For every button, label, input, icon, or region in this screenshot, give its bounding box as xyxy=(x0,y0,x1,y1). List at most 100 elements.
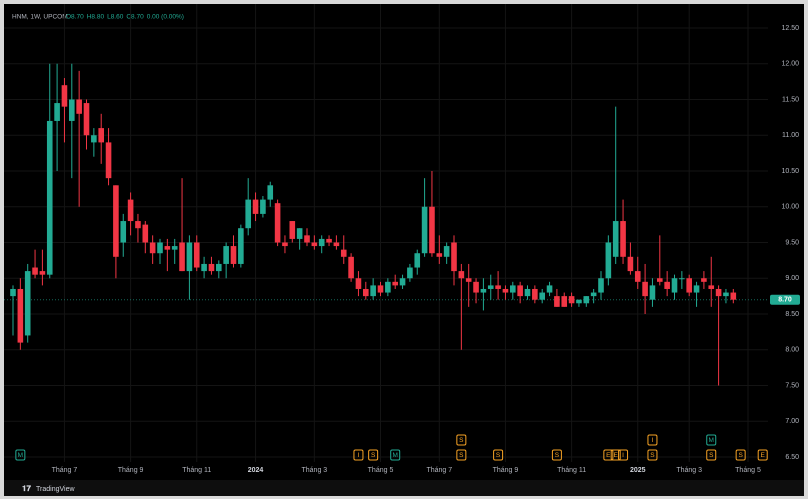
candle-body xyxy=(69,99,75,121)
event-badge xyxy=(368,449,379,461)
candle-body xyxy=(627,256,634,272)
candle-body xyxy=(546,285,553,293)
candle-body xyxy=(649,285,656,300)
candle-body xyxy=(238,228,244,264)
x-tick-label: Tháng 5 xyxy=(368,467,394,474)
candle-body xyxy=(385,281,391,293)
candle-body xyxy=(164,246,171,250)
event-badge xyxy=(647,434,658,446)
candle-body xyxy=(554,296,560,307)
candle-body xyxy=(348,256,354,279)
legend-item: O8.70 xyxy=(66,14,84,21)
event-label: E xyxy=(606,452,611,459)
event-label: S xyxy=(555,452,560,459)
event-label: S xyxy=(496,452,501,459)
x-tick-label: 2024 xyxy=(248,467,264,474)
y-tick-label: 11.50 xyxy=(782,96,799,103)
candle-body xyxy=(179,242,185,272)
candle-body xyxy=(421,206,428,254)
candle-body xyxy=(333,242,340,247)
candle-body xyxy=(113,185,119,257)
x-tick-label: Tháng 3 xyxy=(302,467,328,474)
x-tick-label: Tháng 11 xyxy=(557,467,586,474)
candle-body xyxy=(326,238,332,243)
y-tick-label: 7.50 xyxy=(785,382,799,389)
candle-body xyxy=(583,296,590,304)
candle-body xyxy=(289,221,296,239)
candle-body xyxy=(495,285,501,289)
event-label: S xyxy=(738,452,743,459)
legend-item: L8.60 xyxy=(107,14,124,21)
candle-body xyxy=(223,246,229,264)
legend-item: C8.70 xyxy=(126,14,144,21)
event-badge xyxy=(610,449,621,461)
event-label: S xyxy=(371,452,376,459)
candle-body xyxy=(723,292,729,297)
event-badge xyxy=(757,449,768,461)
candle-body xyxy=(605,242,612,279)
candle-body xyxy=(715,288,722,297)
candle-body xyxy=(436,253,443,257)
candle-body xyxy=(451,242,457,272)
candle-body xyxy=(17,288,24,343)
event-badge xyxy=(456,434,467,446)
candle-body xyxy=(230,246,237,264)
candle-body xyxy=(46,120,53,275)
x-tick-label: Tháng 7 xyxy=(426,467,452,474)
candle-body xyxy=(443,246,450,257)
candle-body xyxy=(304,235,310,243)
event-label: I xyxy=(358,452,360,459)
event-badge xyxy=(735,449,746,461)
candle-body xyxy=(142,224,149,243)
event-label: S xyxy=(650,452,655,459)
event-label: I xyxy=(652,437,654,444)
y-tick-label: 10.00 xyxy=(781,204,799,211)
event-badge xyxy=(551,449,562,461)
y-tick-label: 7.00 xyxy=(785,418,799,425)
candle-body xyxy=(392,281,398,286)
event-badge xyxy=(456,449,467,461)
candle-body xyxy=(679,278,685,280)
y-tick-label: 10.50 xyxy=(781,168,799,175)
legend-item: H8.80 xyxy=(87,14,105,21)
candle-body xyxy=(32,267,38,275)
candle-body xyxy=(296,228,303,239)
candle-body xyxy=(260,199,266,214)
candle-body xyxy=(157,242,163,254)
candle-body xyxy=(91,135,97,143)
y-tick-label: 6.50 xyxy=(785,454,799,461)
candle-body xyxy=(216,263,222,272)
grid xyxy=(4,4,768,462)
event-label: S xyxy=(709,452,714,459)
candle-body xyxy=(671,278,678,293)
candle-body xyxy=(568,296,575,304)
event-badge xyxy=(618,449,629,461)
candle-body xyxy=(407,267,413,279)
event-label: M xyxy=(392,452,397,459)
candle-body xyxy=(39,271,46,275)
event-badge xyxy=(353,449,364,461)
candle-body xyxy=(363,288,369,297)
candle-body xyxy=(355,278,362,289)
candle-body xyxy=(634,271,641,282)
candle-body xyxy=(730,292,737,300)
event-badge xyxy=(603,449,614,461)
candle-body xyxy=(576,299,582,304)
candle-body xyxy=(282,242,288,247)
candle-body xyxy=(10,288,16,297)
event-label: E xyxy=(761,452,766,459)
y-tick-label: 9.00 xyxy=(785,275,799,282)
candle-body xyxy=(532,288,538,300)
candle-body xyxy=(370,285,376,297)
x-tick-label: Tháng 3 xyxy=(676,467,702,474)
candle-body xyxy=(311,242,318,247)
candle-body xyxy=(598,278,604,293)
x-tick-label: Tháng 9 xyxy=(493,467,519,474)
candle-body xyxy=(465,278,472,282)
candle-body xyxy=(127,199,134,222)
candle-body xyxy=(590,292,597,297)
event-badge xyxy=(647,449,658,461)
candle-body xyxy=(171,246,178,250)
candle-body xyxy=(642,281,648,297)
